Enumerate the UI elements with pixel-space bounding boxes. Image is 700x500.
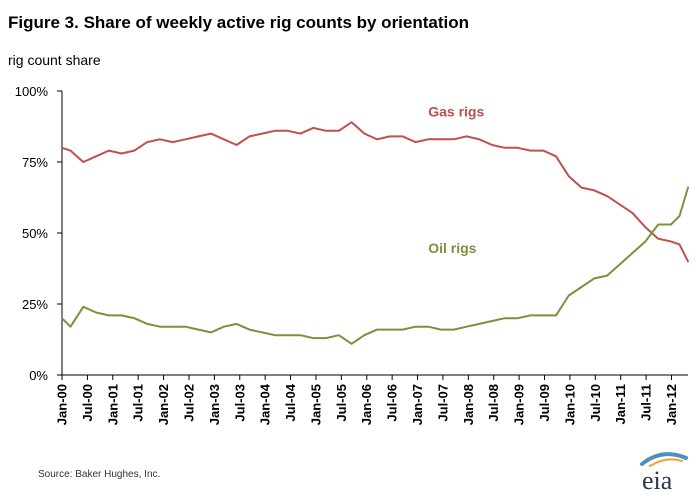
x-tick-label: Jan-00: [55, 384, 70, 425]
chart-series: [61, 121, 689, 345]
x-tick-label: Jan-06: [359, 384, 374, 425]
x-tick-label: Jan-08: [461, 384, 476, 425]
oil-rigs-label: Oil rigs: [428, 240, 476, 256]
gas-rigs-label: Gas rigs: [428, 104, 484, 120]
x-tick-label: Jul-00: [80, 384, 95, 422]
x-tick-label: Jul-02: [181, 384, 196, 422]
chart-axes: 0% 25% 50% 75% 100% Jan-00 Jul-00 Jan-01 Jul-01 J…: [15, 84, 688, 425]
y-tick-label: 25%: [22, 297, 48, 312]
y-tick-label: 50%: [22, 226, 48, 241]
oil-rigs-line: [61, 186, 689, 345]
x-tick-label: Jul-04: [283, 383, 298, 421]
x-tick-label: Jan-09: [512, 384, 527, 425]
page-title: Figure 3. Share of weekly active rig cou…: [8, 13, 470, 32]
x-tick-label: Jan-07: [410, 384, 425, 425]
x-tick-label: Jan-01: [105, 384, 120, 425]
eia-logo: eia: [640, 452, 688, 492]
logo-swoosh-icon: [640, 452, 688, 466]
logo-wordmark: eia: [642, 466, 673, 492]
x-tick-label: Jul-08: [486, 384, 501, 422]
x-tick-label: Jan-04: [258, 383, 273, 425]
x-tick-label: Jan-12: [664, 384, 679, 425]
x-tick-label: Jan-02: [156, 384, 171, 425]
logo-swoosh-accent-icon: [649, 458, 683, 467]
x-tick-label: Jul-11: [639, 384, 654, 421]
y-axis-units-label: rig count share: [8, 52, 101, 68]
x-tick-label: Jan-03: [207, 384, 222, 425]
chart-labels: Gas rigs Oil rigs: [428, 104, 484, 256]
x-tick-label: Jul-07: [435, 384, 450, 422]
x-tick-label: Jan-11: [613, 384, 628, 424]
x-tick-label: Jul-09: [537, 384, 552, 422]
x-tick-label: Jul-05: [334, 384, 349, 422]
x-tick-label: Jul-01: [131, 384, 146, 422]
y-tick-label: 100%: [15, 84, 49, 99]
x-tick-label: Jan-05: [308, 384, 323, 425]
x-tick-label: Jul-06: [385, 384, 400, 422]
y-tick-label: 0%: [29, 368, 48, 383]
source-note: Source: Baker Hughes, Inc.: [38, 469, 161, 480]
x-tick-label: Jul-03: [232, 384, 247, 422]
x-tick-label: Jan-10: [562, 384, 577, 425]
x-tick-label: Jul-10: [588, 384, 603, 422]
gas-rigs-line: [61, 121, 689, 263]
y-tick-label: 75%: [22, 155, 48, 170]
